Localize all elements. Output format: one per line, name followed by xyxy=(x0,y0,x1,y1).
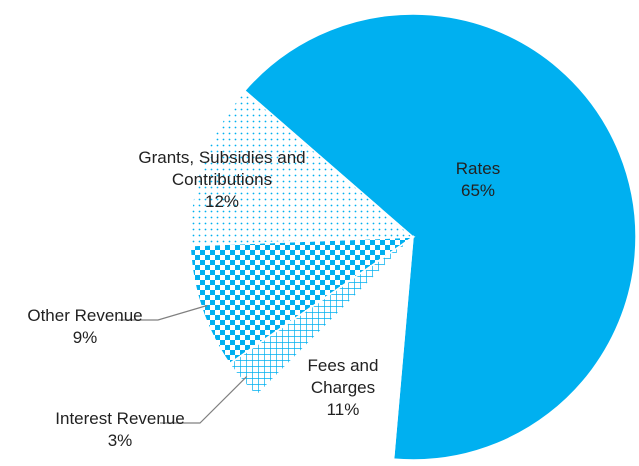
data-label: Rates 65% xyxy=(393,158,563,202)
value-label: 12% xyxy=(204,192,240,211)
pie-slice xyxy=(189,89,415,247)
category-label: Other Revenue xyxy=(27,306,143,325)
pie-slice xyxy=(255,234,414,460)
category-label: Rates xyxy=(455,159,501,178)
data-label: Grants, Subsidies and Contributions 12% xyxy=(127,147,317,213)
value-label: 11% xyxy=(326,400,360,419)
value-label: 3% xyxy=(107,431,133,450)
value-label: 9% xyxy=(72,328,98,347)
value-label: 65% xyxy=(460,181,496,200)
category-label: Fees and Charges xyxy=(307,356,379,397)
leader-line xyxy=(118,304,208,321)
data-label: Fees and Charges 11% xyxy=(298,355,388,421)
data-label: Other Revenue 9% xyxy=(0,305,170,349)
category-label: Interest Revenue xyxy=(55,409,185,428)
pie-slice xyxy=(243,13,637,461)
leader-line xyxy=(160,376,248,424)
category-label: Grants, Subsidies and Contributions xyxy=(138,148,306,189)
data-label: Interest Revenue 3% xyxy=(35,408,205,452)
